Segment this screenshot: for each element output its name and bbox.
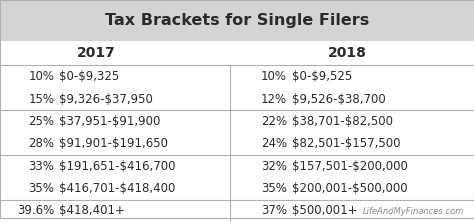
Text: 10%: 10% bbox=[261, 70, 287, 83]
FancyBboxPatch shape bbox=[0, 110, 474, 133]
Text: $0-$9,325: $0-$9,325 bbox=[59, 70, 119, 83]
Text: 24%: 24% bbox=[261, 137, 287, 150]
Text: 2017: 2017 bbox=[77, 46, 116, 60]
FancyBboxPatch shape bbox=[0, 177, 474, 200]
Text: $500,001+: $500,001+ bbox=[292, 204, 357, 217]
Text: $157,501-$200,000: $157,501-$200,000 bbox=[292, 160, 407, 172]
Text: $37,951-$91,900: $37,951-$91,900 bbox=[59, 115, 161, 128]
Text: 22%: 22% bbox=[261, 115, 287, 128]
Text: 33%: 33% bbox=[28, 160, 55, 172]
FancyBboxPatch shape bbox=[0, 41, 474, 65]
Text: 35%: 35% bbox=[261, 182, 287, 195]
FancyBboxPatch shape bbox=[0, 133, 474, 155]
FancyBboxPatch shape bbox=[0, 65, 474, 88]
Text: LifeAndMyFinances.com: LifeAndMyFinances.com bbox=[363, 207, 465, 216]
Text: 25%: 25% bbox=[28, 115, 55, 128]
Text: $38,701-$82,500: $38,701-$82,500 bbox=[292, 115, 392, 128]
Text: $418,401+: $418,401+ bbox=[59, 204, 125, 217]
Text: 15%: 15% bbox=[28, 93, 55, 105]
Text: 37%: 37% bbox=[261, 204, 287, 217]
Text: $9,326-$37,950: $9,326-$37,950 bbox=[59, 93, 153, 105]
Text: $416,701-$418,400: $416,701-$418,400 bbox=[59, 182, 176, 195]
Text: 10%: 10% bbox=[28, 70, 55, 83]
Text: $0-$9,525: $0-$9,525 bbox=[292, 70, 352, 83]
FancyBboxPatch shape bbox=[0, 0, 474, 41]
FancyBboxPatch shape bbox=[0, 88, 474, 110]
Text: $91,901-$191,650: $91,901-$191,650 bbox=[59, 137, 168, 150]
Text: 28%: 28% bbox=[28, 137, 55, 150]
Text: Tax Brackets for Single Filers: Tax Brackets for Single Filers bbox=[105, 13, 369, 28]
Text: 39.6%: 39.6% bbox=[17, 204, 55, 217]
Text: 32%: 32% bbox=[261, 160, 287, 172]
FancyBboxPatch shape bbox=[0, 155, 474, 177]
Text: $9,526-$38,700: $9,526-$38,700 bbox=[292, 93, 385, 105]
Text: $82,501-$157,500: $82,501-$157,500 bbox=[292, 137, 400, 150]
Text: 2018: 2018 bbox=[328, 46, 366, 60]
Text: 12%: 12% bbox=[261, 93, 287, 105]
Text: 35%: 35% bbox=[28, 182, 55, 195]
Text: $191,651-$416,700: $191,651-$416,700 bbox=[59, 160, 176, 172]
FancyBboxPatch shape bbox=[0, 200, 474, 222]
Text: $200,001-$500,000: $200,001-$500,000 bbox=[292, 182, 407, 195]
